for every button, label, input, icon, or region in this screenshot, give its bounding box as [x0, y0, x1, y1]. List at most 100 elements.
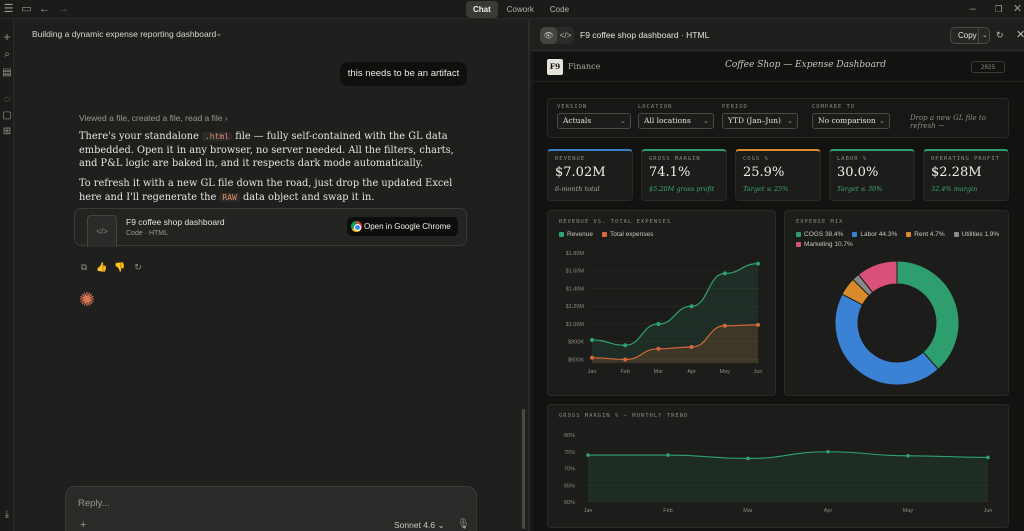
- chevron-down-icon: ⌄: [879, 117, 885, 125]
- x-tick-label: Jun: [984, 508, 993, 514]
- legend-item: COGS 38.4%: [796, 231, 843, 238]
- location-select[interactable]: All locations ⌄: [638, 113, 714, 129]
- x-tick-label: Jun: [754, 369, 763, 375]
- thumbs-up-icon[interactable]: 👍: [96, 262, 108, 272]
- data-point: [656, 321, 661, 326]
- tool-summary-text: Viewed a file, created a file, read a fi…: [79, 113, 223, 123]
- model-selector[interactable]: Sonnet 4.6 ⌄: [394, 520, 445, 531]
- filter-label: COMPARE TO: [812, 104, 856, 110]
- retry-icon[interactable]: ↻: [134, 262, 142, 272]
- chats-icon[interactable]: ◌: [4, 94, 10, 105]
- model-name: Sonnet 4.6: [394, 520, 436, 530]
- compare-select[interactable]: No comparison ⌄: [812, 113, 890, 129]
- legend-label: Marketing 10.7%: [804, 241, 853, 248]
- donut-legend: COGS 38.4% Labor 44.3% Rent 4.7% Utilities …: [796, 231, 1006, 248]
- back-arrow-icon[interactable]: ←: [39, 3, 50, 15]
- data-point: [722, 271, 727, 276]
- open-in-chrome-button[interactable]: Open in Google Chrome: [347, 217, 458, 236]
- legend-swatch: [602, 232, 608, 237]
- kpi-value: 74.1%: [649, 165, 691, 180]
- preview-eye-icon[interactable]: 👁: [540, 27, 557, 44]
- maximize-icon[interactable]: ❐: [994, 4, 1003, 14]
- y-tick-label: $1.20M: [566, 304, 585, 310]
- expense-mix-panel: EXPENSE MIX COGS 38.4% Labor 44.3% Rent 4.…: [784, 210, 1009, 396]
- period-select[interactable]: YTD (Jan–Jun) ⌄: [722, 113, 798, 129]
- filter-version: VERSION Actuals ⌄: [557, 104, 631, 129]
- add-attachment-icon[interactable]: +: [80, 519, 87, 531]
- refresh-icon[interactable]: ↻: [996, 30, 1004, 40]
- gross-margin-panel: GROSS MARGIN % — MONTHLY TREND 60% 65% 70%…: [547, 404, 1009, 528]
- kpi-sub: 6-month total: [555, 185, 600, 193]
- y-tick-label: $1.00M: [566, 322, 585, 328]
- code-view-icon[interactable]: </>: [559, 31, 572, 40]
- y-tick-label: 70%: [564, 467, 575, 473]
- data-point: [826, 449, 830, 454]
- code-icon[interactable]: ⊞: [2, 126, 12, 137]
- forward-arrow-icon[interactable]: →: [58, 3, 69, 15]
- filter-label: PERIOD: [722, 104, 748, 110]
- data-point: [756, 261, 760, 266]
- menu-icon[interactable]: ☰: [3, 3, 14, 15]
- chat-scrollbar[interactable]: [522, 409, 525, 529]
- projects-icon[interactable]: ▤: [2, 67, 12, 78]
- conversation-title[interactable]: Building a dynamic expense reporting das…: [32, 29, 217, 39]
- y-tick-label: $600K: [568, 357, 584, 363]
- artifact-title: F9 coffee shop dashboard · HTML: [580, 30, 710, 40]
- legend-label: Rent 4.7%: [914, 231, 945, 238]
- chevron-down-icon[interactable]: ⌄: [215, 28, 223, 38]
- data-point: [906, 453, 910, 458]
- close-icon[interactable]: ✕: [1016, 29, 1024, 41]
- file-type: Code · HTML: [126, 230, 169, 237]
- expense-mix-donut: [834, 260, 960, 386]
- artifacts-icon[interactable]: ▢: [2, 110, 12, 121]
- search-icon[interactable]: ⌕: [4, 49, 10, 60]
- new-chat-icon[interactable]: +: [3, 30, 11, 44]
- copy-icon[interactable]: ⧉: [80, 262, 88, 272]
- panel-title: EXPENSE MIX: [796, 219, 844, 225]
- legend-swatch: [852, 232, 858, 237]
- data-point: [590, 355, 594, 360]
- y-tick-label: $1.80M: [566, 251, 585, 257]
- reply-input[interactable]: [78, 498, 458, 509]
- chevron-down-icon[interactable]: ⌄: [978, 28, 988, 43]
- para2-before: To refresh it with a new GL file down th…: [79, 178, 453, 203]
- sidebar-toggle-icon[interactable]: ▭: [21, 3, 32, 15]
- thumbs-down-icon[interactable]: 👎: [114, 262, 126, 272]
- kpi-card-gross-margin: GROSS MARGIN 74.1% $5.20M gross profit: [641, 149, 727, 201]
- legend-label: COGS 38.4%: [804, 231, 844, 238]
- tool-summary[interactable]: Viewed a file, created a file, read a fi…: [79, 113, 228, 123]
- chevron-down-icon: ⌄: [437, 520, 445, 530]
- filter-label: LOCATION: [638, 104, 673, 110]
- version-select[interactable]: Actuals ⌄: [557, 113, 631, 129]
- legend-item: Marketing 10.7%: [796, 241, 853, 248]
- tab-cowork[interactable]: Cowork: [506, 5, 534, 14]
- file-card[interactable]: </> F9 coffee shop dashboard Code · HTML…: [74, 208, 467, 247]
- legend-item: Labor 44.3%: [852, 231, 897, 238]
- filter-value: YTD (Jan–Jun): [728, 116, 781, 125]
- window-close-icon[interactable]: ✕: [1012, 3, 1023, 15]
- download-icon[interactable]: ⤓: [4, 509, 10, 520]
- pane-divider[interactable]: [528, 19, 530, 531]
- minimize-icon[interactable]: –: [969, 3, 976, 15]
- chevron-down-icon: ⌄: [620, 117, 626, 125]
- filter-value: No comparison: [818, 116, 876, 125]
- tab-chat[interactable]: Chat: [466, 1, 498, 18]
- drop-hint: Drop a new GL file to refresh →: [910, 114, 986, 130]
- legend-item-revenue: Revenue: [559, 231, 593, 238]
- para1-after: file — fully self-contained with the GL …: [79, 131, 454, 169]
- tab-code[interactable]: Code: [549, 5, 570, 14]
- x-tick-label: Apr: [824, 508, 833, 514]
- open-in-chrome-label: Open in Google Chrome: [364, 222, 451, 231]
- kpi-sub: Target ≤ 25%: [743, 185, 789, 193]
- kpi-card-cogs: COGS % 25.9% Target ≤ 25%: [735, 149, 821, 201]
- user-message: this needs to be an artifact: [340, 62, 467, 86]
- legend-label: Utilities 1.9%: [961, 231, 1000, 238]
- revenue-expenses-panel: REVENUE VS. TOTAL EXPENSES Revenue Total…: [547, 210, 776, 396]
- microphone-icon[interactable]: 🎙: [457, 519, 470, 530]
- kpi-sub: $5.20M gross profit: [649, 185, 715, 193]
- copy-button[interactable]: Copy ⌄: [950, 27, 990, 44]
- data-point: [722, 323, 727, 328]
- y-tick-label: 80%: [564, 433, 575, 439]
- data-point: [689, 304, 694, 309]
- data-point: [623, 357, 628, 362]
